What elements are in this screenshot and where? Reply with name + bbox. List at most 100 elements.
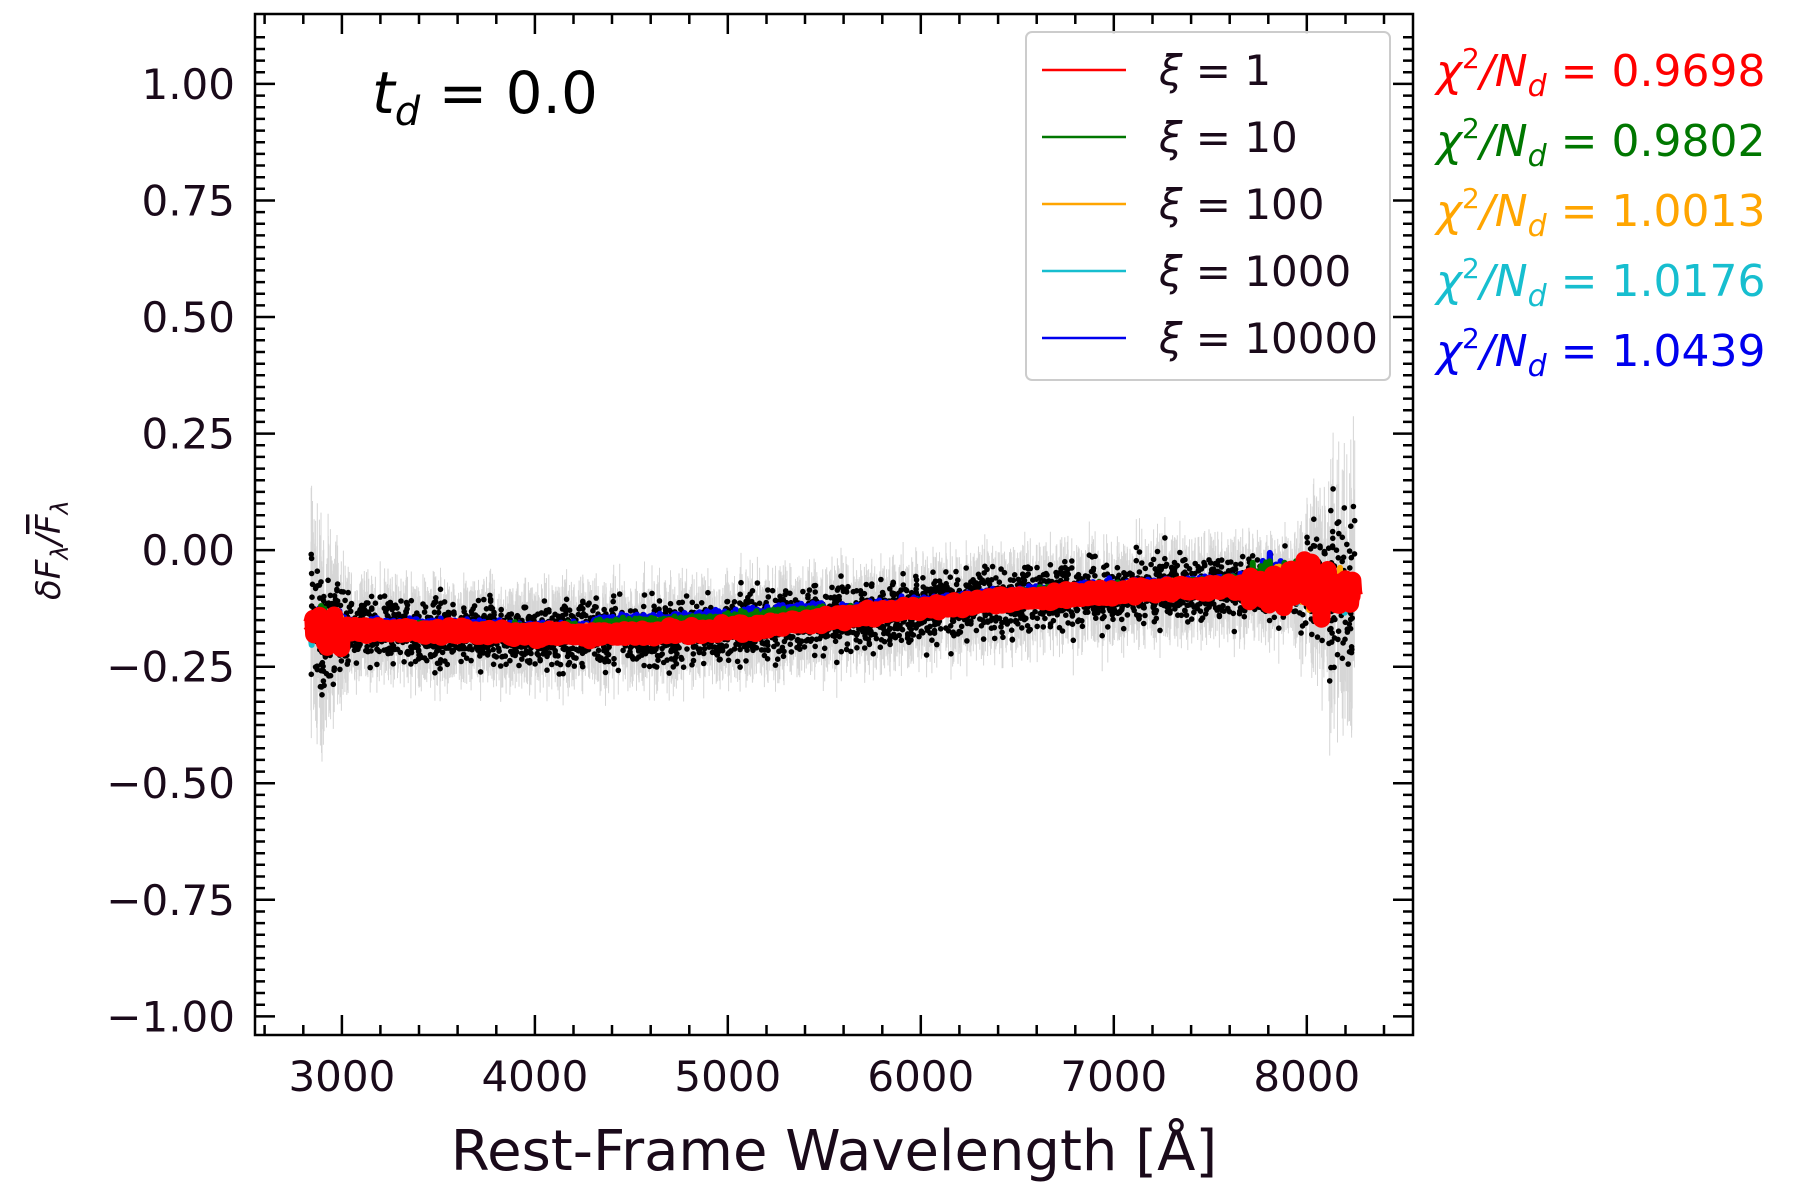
data-point [432,651,438,658]
data-point [1164,608,1171,615]
data-point [1319,637,1325,644]
data-point [834,659,840,666]
data-point [1168,564,1175,571]
data-point [800,588,806,595]
data-point [549,661,555,668]
data-point [503,661,509,668]
data-point [991,624,998,631]
data-point [1034,564,1040,571]
data-point [737,664,743,670]
legend-entry: ξ = 1000 [1158,247,1351,296]
data-point [483,606,490,612]
data-point [866,641,873,648]
chi-square-label: χ2/Nd = 1.0439 [1434,322,1765,384]
data-point [656,598,663,604]
data-point [905,633,911,639]
data-point [986,581,993,588]
data-point [659,651,665,657]
data-point [616,591,623,597]
data-point [1346,548,1353,554]
data-point [472,612,479,618]
data-point [844,641,851,647]
data-point [510,651,516,658]
data-point [1009,636,1016,643]
data-point [1142,565,1149,572]
data-point [605,658,612,665]
data-point [1092,553,1098,560]
data-point [1304,534,1310,541]
data-point [1033,576,1040,582]
data-point [491,653,498,659]
data-point [1139,560,1145,566]
data-point [475,597,482,604]
data-point [1330,535,1336,542]
data-point [1008,627,1015,633]
data-point [641,592,648,598]
data-point [772,662,779,668]
data-point [861,590,868,597]
x-tick-label: 4000 [481,1052,588,1101]
data-point [700,660,707,667]
data-point [1197,608,1204,614]
data-point [477,669,484,675]
data-point [788,634,795,640]
data-point [1140,602,1147,609]
data-point [1091,607,1098,614]
data-point [1027,626,1033,633]
data-point [1237,608,1243,615]
data-point [368,605,375,611]
data-point [1174,562,1181,569]
data-point [1002,616,1009,622]
data-point [462,645,468,652]
data-point [507,657,513,664]
data-point [743,658,749,664]
chi-square-label: χ2/Nd = 0.9698 [1434,42,1765,104]
data-point [899,626,906,633]
data-point [930,569,936,575]
data-point [1282,543,1288,549]
data-point [1328,664,1334,671]
data-point [760,640,767,646]
data-point [1148,561,1154,568]
data-point [978,623,985,629]
data-point [1215,568,1221,575]
data-point [1047,621,1054,627]
data-point [384,606,390,612]
data-point [1177,549,1183,556]
data-point [1198,617,1204,623]
data-point [1201,559,1207,566]
data-point [738,579,744,586]
data-point [1237,561,1244,567]
data-point [1019,625,1025,631]
data-point [924,625,930,631]
data-point [487,592,493,599]
data-point [1162,555,1168,562]
data-point [1069,565,1075,571]
data-point [308,551,315,558]
data-point [437,665,443,672]
data-point [563,596,570,603]
data-point [367,664,374,671]
data-point [684,646,690,652]
data-point [845,583,851,590]
data-point [526,660,533,666]
data-point [1000,634,1006,641]
data-point [1211,601,1217,607]
data-point [811,652,818,659]
data-point [999,629,1005,636]
data-point [980,636,987,642]
data-point [1326,678,1333,684]
data-point [765,647,771,654]
data-point [488,605,494,612]
data-point [749,588,756,594]
data-point [570,645,576,652]
y-tick-label: 1.00 [141,60,235,109]
data-point [1092,573,1098,579]
data-point [390,643,397,649]
data-point [1331,635,1338,641]
data-point [696,649,703,656]
data-point [432,670,438,676]
data-point [318,684,325,690]
data-point [646,663,653,670]
data-point [568,612,575,619]
